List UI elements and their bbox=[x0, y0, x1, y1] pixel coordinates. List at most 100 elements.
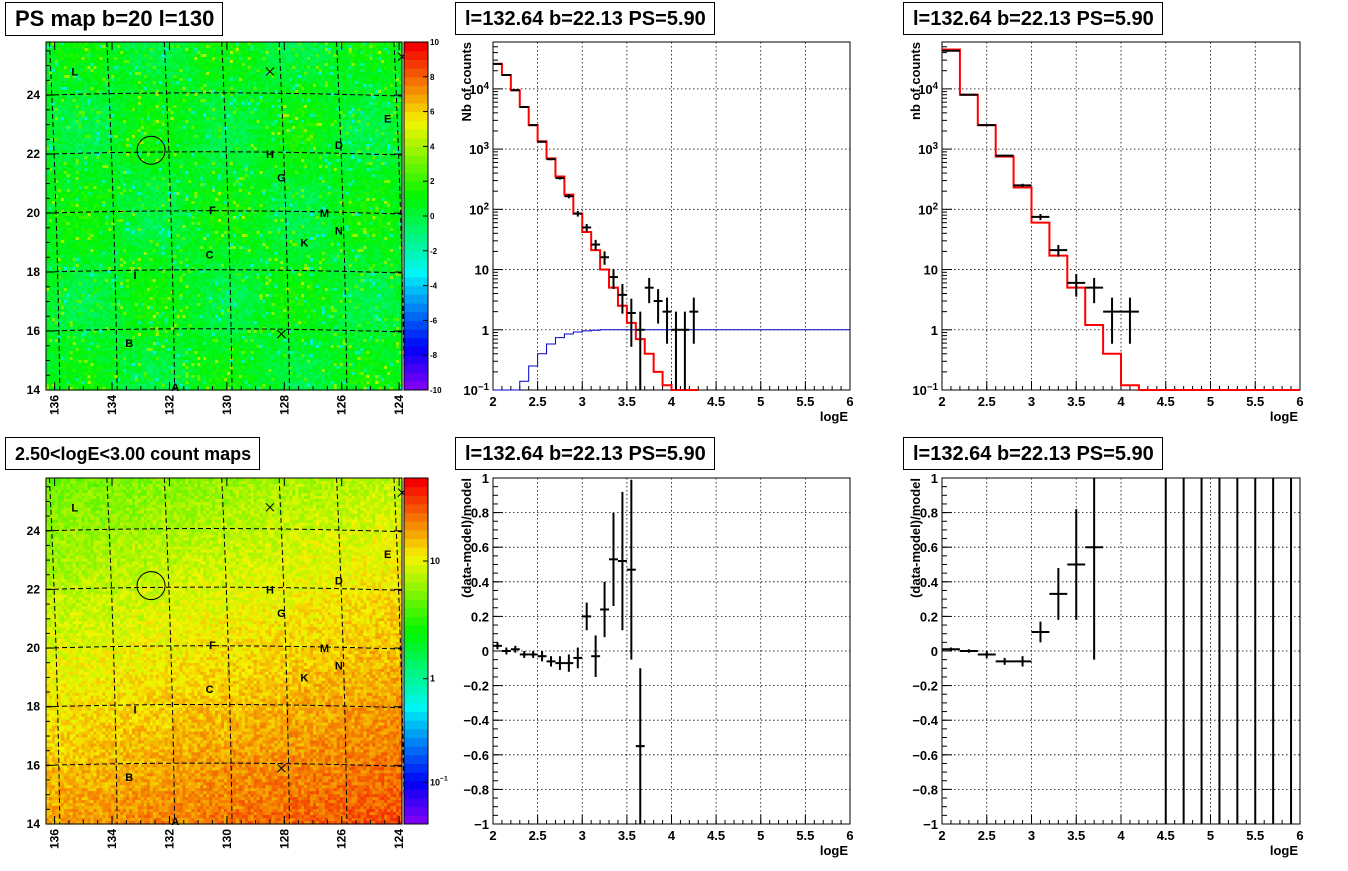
map-cell bbox=[224, 69, 228, 73]
map-cell bbox=[247, 42, 252, 46]
map-cell bbox=[137, 54, 142, 58]
map-cell bbox=[336, 60, 341, 64]
map-cell bbox=[360, 90, 365, 94]
map-cell bbox=[66, 102, 71, 106]
map-cell bbox=[342, 63, 347, 67]
map-cell bbox=[63, 102, 68, 106]
map-cell bbox=[78, 54, 83, 58]
map-cell bbox=[188, 84, 192, 88]
map-cell bbox=[72, 99, 77, 103]
map-cell bbox=[232, 72, 237, 76]
map-cell bbox=[140, 45, 145, 49]
map-cell bbox=[146, 66, 151, 70]
map-cell bbox=[235, 42, 240, 46]
map-cell bbox=[235, 96, 240, 100]
map-cell bbox=[342, 105, 347, 109]
map-cell bbox=[170, 48, 175, 52]
map-cell bbox=[372, 54, 376, 58]
map-cell bbox=[57, 81, 62, 85]
map-cell bbox=[167, 81, 172, 85]
map-cell bbox=[46, 84, 50, 88]
map-cell bbox=[170, 51, 175, 55]
map-cell bbox=[149, 51, 154, 55]
map-cell bbox=[143, 93, 148, 97]
map-cell bbox=[369, 90, 373, 94]
map-cell bbox=[378, 99, 382, 103]
map-cell bbox=[78, 72, 83, 76]
map-cell bbox=[93, 90, 98, 94]
map-cell bbox=[167, 72, 172, 76]
map-cell bbox=[250, 87, 255, 91]
map-cell bbox=[250, 108, 255, 112]
map-cell bbox=[57, 105, 62, 109]
map-cell bbox=[155, 69, 160, 73]
map-cell bbox=[81, 42, 86, 46]
map-cell bbox=[221, 87, 225, 91]
map-cell bbox=[72, 69, 77, 73]
map-cell bbox=[102, 48, 106, 52]
map-cell bbox=[321, 42, 326, 46]
map-cell bbox=[387, 48, 391, 52]
map-cell bbox=[333, 96, 338, 100]
map-cell bbox=[378, 51, 382, 55]
map-cell bbox=[292, 63, 296, 67]
map-cell bbox=[75, 72, 80, 76]
map-cell bbox=[203, 48, 207, 52]
map-cell bbox=[301, 45, 305, 49]
map-cell bbox=[375, 54, 379, 58]
map-cell bbox=[99, 111, 103, 115]
map-cell bbox=[182, 87, 187, 91]
map-cell bbox=[63, 75, 68, 79]
map-cell bbox=[330, 72, 335, 76]
map-cell bbox=[339, 84, 344, 88]
map-cell bbox=[176, 84, 181, 88]
map-cell bbox=[117, 42, 121, 46]
map-cell bbox=[372, 45, 376, 49]
map-cell bbox=[132, 93, 136, 97]
map-cell bbox=[54, 51, 59, 55]
map-cell bbox=[149, 84, 154, 88]
map-cell bbox=[393, 102, 397, 106]
map-cell bbox=[57, 42, 62, 46]
map-cell bbox=[232, 69, 237, 73]
map-cell bbox=[197, 42, 201, 46]
map-cell bbox=[286, 42, 290, 46]
map-cell bbox=[262, 81, 267, 85]
map-cell bbox=[256, 57, 261, 61]
map-cell bbox=[46, 87, 50, 91]
map-cell bbox=[81, 75, 86, 79]
map-cell bbox=[75, 99, 80, 103]
map-cell bbox=[235, 72, 240, 76]
map-cell bbox=[348, 102, 353, 106]
map-cell bbox=[393, 96, 397, 100]
map-cell bbox=[114, 60, 118, 64]
map-cell bbox=[235, 48, 240, 52]
map-cell bbox=[375, 105, 379, 109]
map-cell bbox=[283, 93, 287, 97]
map-cell bbox=[93, 54, 98, 58]
map-cell bbox=[333, 54, 338, 58]
map-cell bbox=[363, 57, 367, 61]
map-cell bbox=[182, 105, 187, 109]
map-cell bbox=[357, 54, 362, 58]
map-cell bbox=[203, 54, 207, 58]
map-cell bbox=[99, 93, 103, 97]
map-cell bbox=[93, 102, 98, 106]
map-cell bbox=[167, 57, 172, 61]
map-cell bbox=[212, 54, 216, 58]
map-cell bbox=[117, 66, 121, 70]
map-cell bbox=[48, 42, 53, 46]
map-cell bbox=[247, 84, 252, 88]
map-cell bbox=[140, 105, 145, 109]
map-cell bbox=[129, 54, 133, 58]
map-cell bbox=[78, 102, 83, 106]
map-cell bbox=[241, 45, 246, 49]
map-cell bbox=[54, 45, 59, 49]
map-cell bbox=[135, 81, 139, 85]
map-cell bbox=[170, 63, 175, 67]
map-cell bbox=[244, 51, 249, 55]
map-cell bbox=[324, 78, 329, 82]
map-cell bbox=[315, 51, 320, 55]
map-cell bbox=[143, 75, 148, 79]
map-cell bbox=[185, 84, 189, 88]
